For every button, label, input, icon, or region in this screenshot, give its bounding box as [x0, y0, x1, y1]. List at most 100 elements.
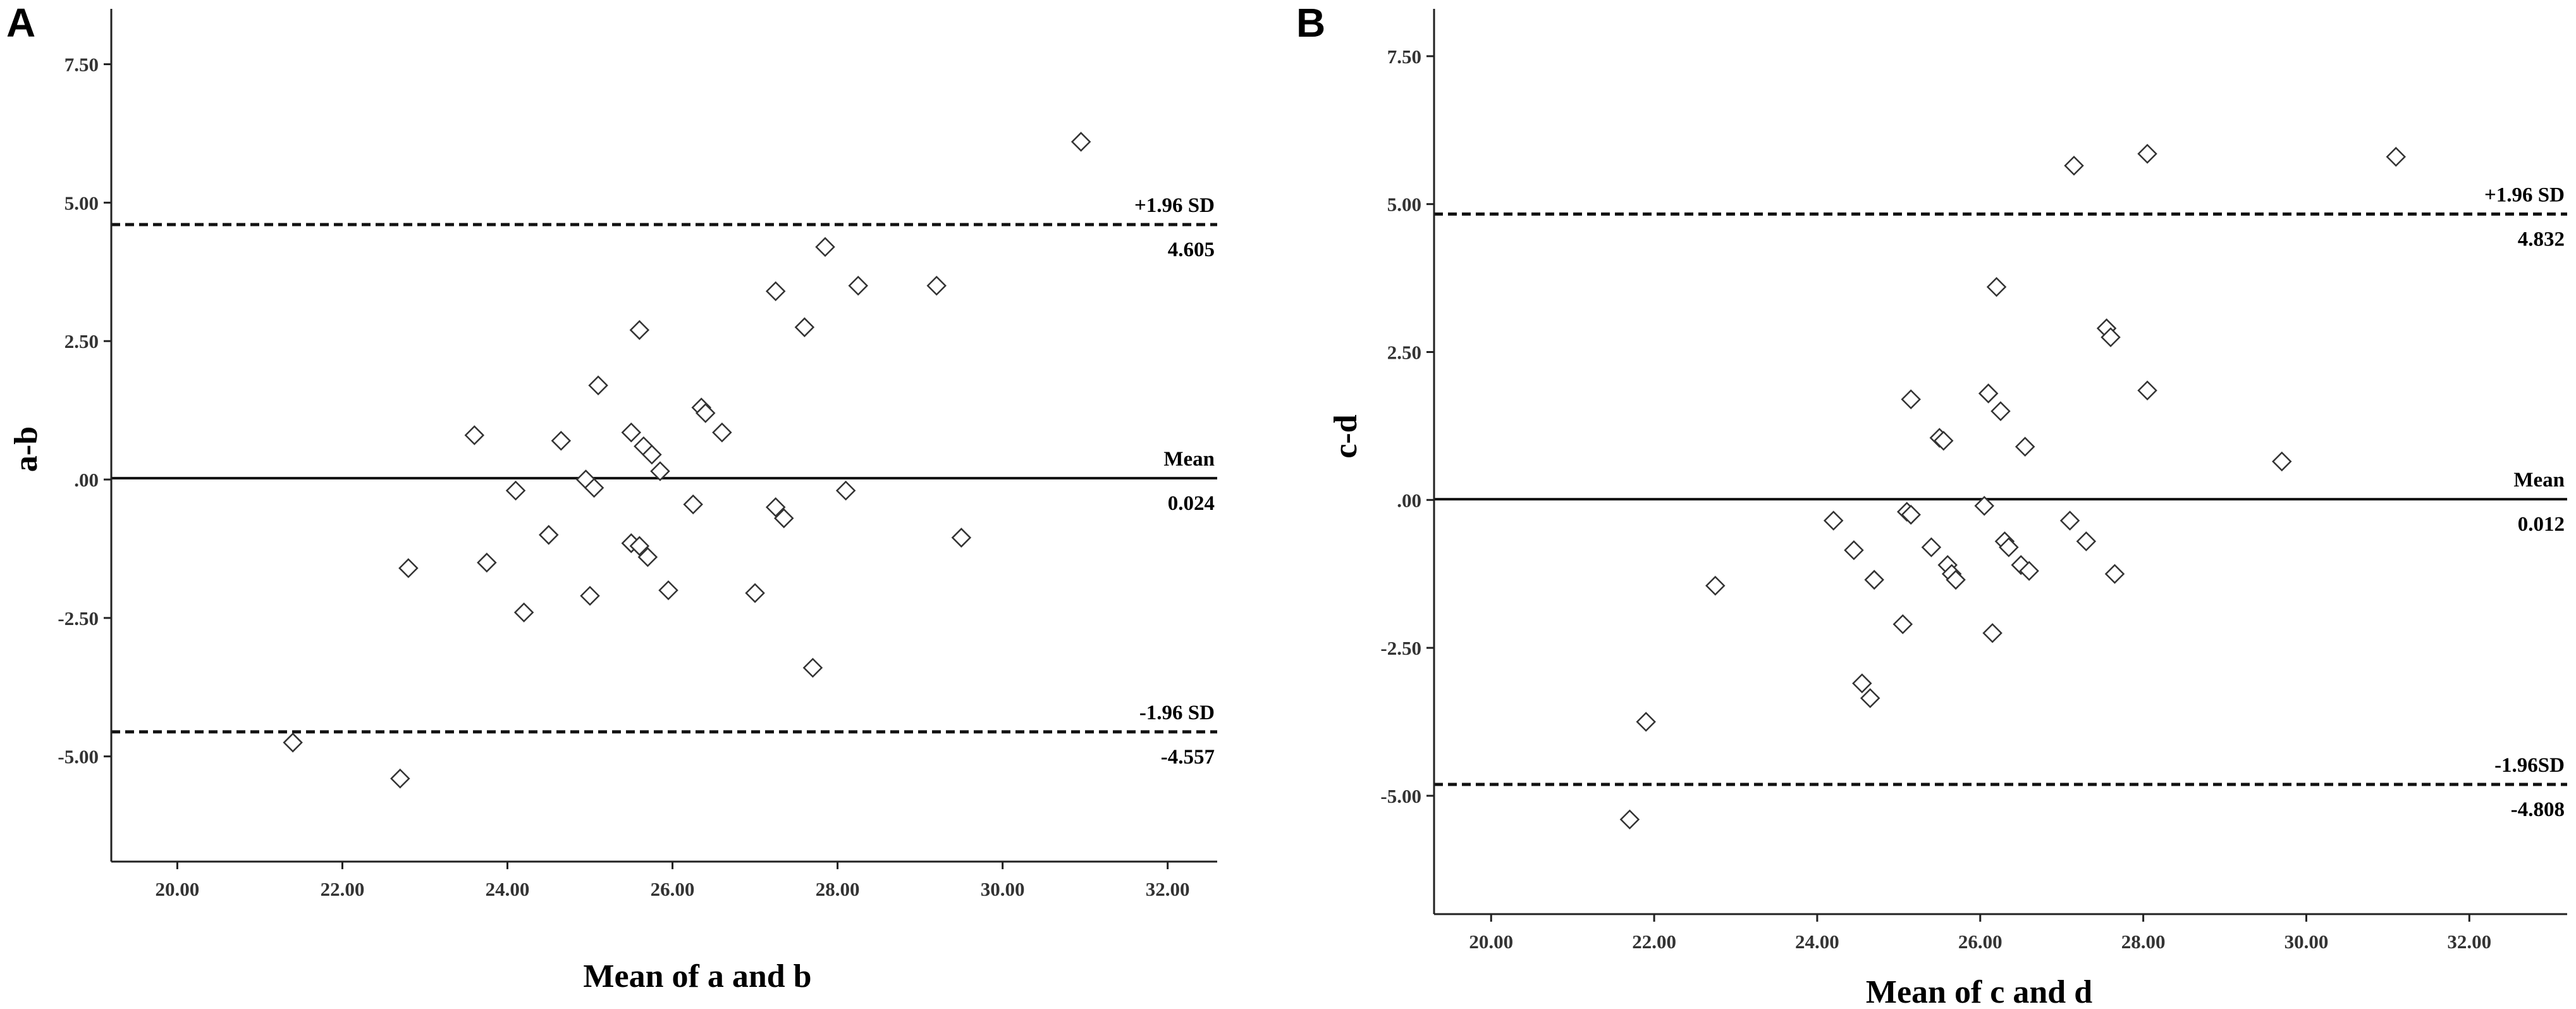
- data-point: [1860, 688, 1880, 709]
- reference-line-name: -1.96SD: [2494, 754, 2565, 777]
- data-point: [1901, 389, 1921, 410]
- y-tick-label: -5.00: [1380, 785, 1421, 807]
- reference-line-value: 0.012: [2518, 513, 2565, 536]
- data-point: [539, 524, 559, 545]
- panel-a-x-axis-title: Mean of a and b: [583, 958, 811, 994]
- reference-line-value: -4.557: [1161, 746, 1215, 769]
- data-point: [2059, 511, 2080, 531]
- y-tick-label: 7.50: [64, 54, 99, 76]
- y-tick-label: .00: [1397, 489, 1421, 511]
- data-point: [1844, 540, 1864, 560]
- data-point: [2064, 156, 2084, 176]
- data-point: [588, 375, 608, 395]
- data-point: [848, 275, 868, 296]
- x-tick-label: 24.00: [1795, 931, 1839, 953]
- panel-a-points: [283, 132, 1091, 789]
- data-point: [464, 425, 485, 445]
- x-tick-label: 20.00: [156, 878, 200, 900]
- reference-line-name: -1.96 SD: [1139, 702, 1215, 724]
- data-point: [658, 580, 678, 600]
- x-tick-label: 26.00: [1958, 931, 2003, 953]
- data-point: [926, 275, 947, 296]
- x-tick-label: 24.00: [486, 878, 530, 900]
- data-point: [642, 444, 662, 465]
- data-point: [1946, 569, 1966, 590]
- data-point: [794, 317, 815, 338]
- data-point: [505, 480, 526, 501]
- data-point: [2386, 147, 2407, 167]
- data-point: [2101, 327, 2121, 347]
- data-point: [477, 552, 497, 573]
- y-tick-label: 5.00: [1387, 194, 1421, 216]
- data-point: [1864, 569, 1884, 590]
- reference-line-name: Mean: [1163, 448, 1215, 471]
- x-tick-label: 26.00: [651, 878, 695, 900]
- data-point: [835, 480, 856, 501]
- panel-a-letter: A: [6, 0, 35, 46]
- data-point: [695, 403, 716, 423]
- y-tick-label: 5.00: [64, 192, 99, 214]
- data-point: [2076, 531, 2097, 552]
- y-tick-label: -2.50: [1380, 637, 1421, 659]
- reference-line-value: -4.808: [2511, 798, 2565, 821]
- x-tick-label: 22.00: [321, 878, 365, 900]
- data-point: [398, 558, 419, 578]
- data-point: [513, 602, 534, 622]
- x-tick-label: 28.00: [2121, 931, 2166, 953]
- panel-b-y-axis-title: c-d: [1328, 414, 1364, 458]
- data-point: [1921, 537, 1942, 557]
- reference-line-value: 0.024: [1168, 492, 1215, 515]
- x-tick-label: 32.00: [1146, 878, 1190, 900]
- data-point: [815, 237, 835, 257]
- data-point: [683, 494, 703, 515]
- data-point: [621, 422, 642, 443]
- data-point: [629, 319, 650, 340]
- data-point: [283, 733, 303, 753]
- data-point: [390, 768, 410, 789]
- reference-line-name: Mean: [2513, 469, 2565, 492]
- data-point: [629, 536, 650, 556]
- data-point: [551, 430, 572, 451]
- y-tick-label: -5.00: [58, 746, 99, 768]
- reference-line-name: +1.96 SD: [2484, 183, 2565, 206]
- data-point: [1901, 504, 1921, 525]
- data-point: [2137, 144, 2157, 164]
- reference-line-name: +1.96 SD: [1134, 194, 1215, 217]
- data-point: [1990, 401, 2011, 421]
- panel-a-y-axis-title: a-b: [8, 426, 44, 472]
- data-point: [1974, 495, 1994, 516]
- data-point: [1852, 673, 1872, 694]
- data-point: [1070, 132, 1091, 152]
- x-tick-label: 28.00: [816, 878, 860, 900]
- data-point: [765, 497, 786, 517]
- data-point: [2137, 380, 2157, 401]
- data-point: [1705, 576, 1726, 596]
- data-point: [2019, 560, 2039, 581]
- data-point: [802, 657, 823, 678]
- y-tick-label: 2.50: [64, 330, 99, 352]
- x-tick-label: 30.00: [981, 878, 1025, 900]
- y-tick-label: .00: [74, 469, 99, 491]
- x-tick-label: 22.00: [1632, 931, 1676, 953]
- data-point: [2015, 436, 2035, 457]
- data-point: [1892, 614, 1913, 634]
- x-tick-label: 32.00: [2447, 931, 2491, 953]
- data-point: [1933, 430, 1954, 451]
- x-tick-label: 30.00: [2285, 931, 2329, 953]
- data-point: [1978, 383, 1999, 404]
- y-tick-label: 2.50: [1387, 341, 1421, 363]
- panel-b-letter: B: [1296, 0, 1325, 46]
- data-point: [584, 478, 604, 498]
- data-point: [580, 586, 600, 606]
- data-point: [951, 528, 972, 548]
- data-point: [1823, 511, 1844, 531]
- data-point: [2104, 564, 2125, 584]
- panel-b-points: [1619, 144, 2407, 830]
- y-tick-label: -2.50: [58, 607, 99, 629]
- panel-b: B Mean of c and d c-d +1.96 SD 4.832 Mean 0…: [1296, 0, 2567, 1009]
- data-point: [773, 508, 794, 529]
- reference-line-value: 4.832: [2518, 228, 2565, 251]
- data-point: [1999, 537, 2019, 557]
- x-tick-label: 20.00: [1469, 931, 1513, 953]
